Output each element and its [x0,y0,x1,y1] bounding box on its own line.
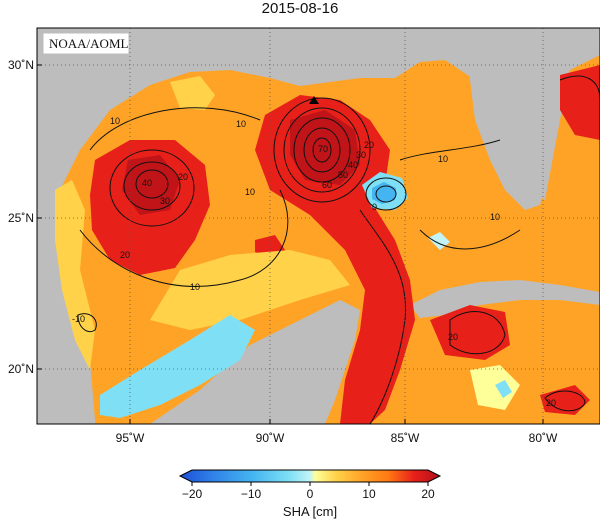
contour-label: 20 [546,398,556,408]
cold-region-bay-campeche [100,315,255,418]
lat-tick-label: 20˚N [8,362,34,376]
contour-label: 20 [120,250,130,260]
contour-label: 10 [245,187,255,197]
source-label: NOAA/AOML [49,36,129,51]
yellow-region-north [170,76,215,110]
contour-lines [77,75,600,424]
contour-label: 10 [190,282,200,292]
colorbar-tick-label: 20 [421,487,435,501]
contour-label: 10 [438,154,448,164]
cold-spot-south [495,380,512,398]
map-frame [36,27,600,425]
lat-tick-label: 30˚N [8,58,34,72]
lon-tick-label: 85˚W [391,431,420,445]
lon-tick-label: 95˚W [116,431,145,445]
colorbar: −20 −10 0 10 20 SHA [cm] [178,469,442,519]
colorbar-title: SHA [cm] [283,504,337,519]
colorbar-tick-label: 0 [307,487,314,501]
yellow-region-central [150,250,350,330]
map-title: 2015-08-16 [261,0,339,17]
contour-label: 20 [178,172,188,182]
contour-label: 30 [356,150,366,160]
contour-label: 50 [338,170,348,180]
contour-label: 20 [448,332,458,342]
contour-label: 40 [142,178,152,188]
contour-label: 70 [318,144,328,154]
florida-land [470,28,545,210]
yellow-region-west [55,180,95,370]
colorbar-tick-label: −10 [241,487,262,501]
colorbar-tick-label: −20 [182,487,203,501]
colorbar-tick-label: 10 [362,487,376,501]
triangle-marker-icon [309,96,319,104]
lat-tick-label: 25˚N [8,211,34,225]
source-badge [43,33,129,54]
eddy-core-west [122,155,180,215]
contour-label: 40 [348,160,358,170]
contour-label-group: 10 10 10 10 10 20 20 20 30 40 70 60 50 4… [72,116,556,408]
contour-label: 60 [322,180,332,190]
warm-core-east [560,65,600,140]
contour-label: -10 [72,314,85,324]
lon-tick-label: 80˚W [529,431,558,445]
cuba-land [410,280,600,318]
warm-core-south [540,385,590,415]
colorbar-bar [178,469,442,483]
axis-ticks [37,64,544,424]
contour-label: 30 [160,196,170,206]
contour-label: 0 [372,202,377,212]
contour-label: 20 [364,140,374,150]
lon-tick-label: 90˚W [256,431,285,445]
contour-label: 10 [110,116,120,126]
map-panel [37,28,600,424]
yellow-region-south [470,365,520,410]
yucatan-land [150,300,360,424]
contour-label: 10 [490,212,500,222]
contour-label: 10 [236,119,246,129]
warm-core-caribbean [430,305,510,360]
